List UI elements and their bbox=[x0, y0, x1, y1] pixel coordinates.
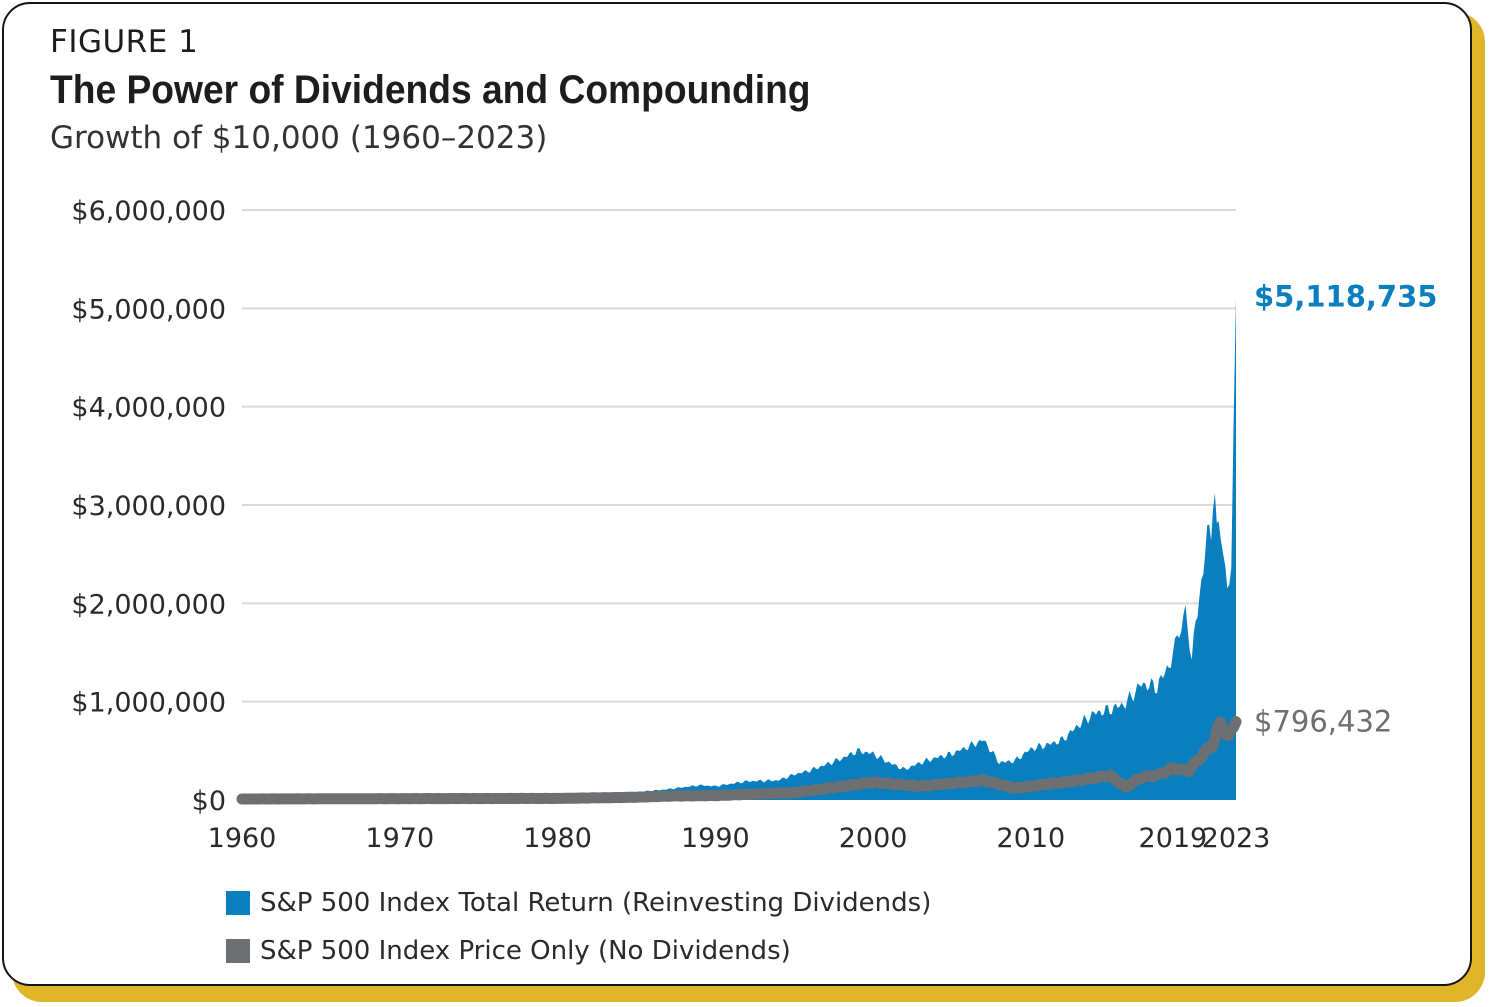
chart-subtitle: Growth of $10,000 (1960–2023) bbox=[50, 120, 548, 156]
y-tick-label: $4,000,000 bbox=[71, 393, 226, 424]
series-layer bbox=[236, 296, 1242, 805]
x-tick-label: 2023 bbox=[1202, 823, 1271, 854]
x-tick-label: 1970 bbox=[365, 823, 434, 854]
total-return-area bbox=[242, 296, 1236, 800]
grid-lines bbox=[242, 209, 1236, 703]
y-tick-label: $0 bbox=[192, 786, 226, 817]
x-tick-label: 2019 bbox=[1139, 823, 1208, 854]
x-tick-label: 1960 bbox=[208, 823, 277, 854]
y-tick-label: $3,000,000 bbox=[71, 491, 226, 522]
y-tick-label: $1,000,000 bbox=[71, 688, 226, 719]
y-tick-label: $2,000,000 bbox=[71, 589, 226, 620]
chart-title: The Power of Dividends and Compounding bbox=[50, 68, 811, 112]
x-tick-label: 1980 bbox=[523, 823, 592, 854]
figure-card bbox=[2, 2, 1472, 986]
price-only-swatch bbox=[226, 939, 250, 963]
price-only-end-label: $796,432 bbox=[1254, 705, 1392, 739]
y-axis: $0 $1,000,000 $2,000,000 $3,000,000 $4,000,0… bbox=[71, 196, 226, 817]
legend-item-total-return: S&P 500 Index Total Return (Reinvesting … bbox=[226, 888, 931, 918]
x-tick-label: 2010 bbox=[997, 823, 1066, 854]
x-tick-label: 1990 bbox=[681, 823, 750, 854]
figure-label: FIGURE 1 bbox=[50, 24, 199, 60]
legend-label-total-return: S&P 500 Index Total Return (Reinvesting … bbox=[260, 888, 932, 918]
total-return-end-label: $5,118,735 bbox=[1254, 280, 1437, 314]
price-only-line bbox=[236, 716, 1242, 805]
total-return-swatch bbox=[226, 891, 250, 915]
legend-item-price-only: S&P 500 Index Price Only (No Dividends) bbox=[226, 936, 791, 966]
legend-label-price-only: S&P 500 Index Price Only (No Dividends) bbox=[260, 936, 791, 966]
x-tick-label: 2000 bbox=[839, 823, 908, 854]
y-tick-label: $6,000,000 bbox=[71, 196, 226, 227]
y-tick-label: $5,000,000 bbox=[71, 294, 226, 325]
end-labels: $5,118,735 $796,432 bbox=[1254, 280, 1437, 739]
